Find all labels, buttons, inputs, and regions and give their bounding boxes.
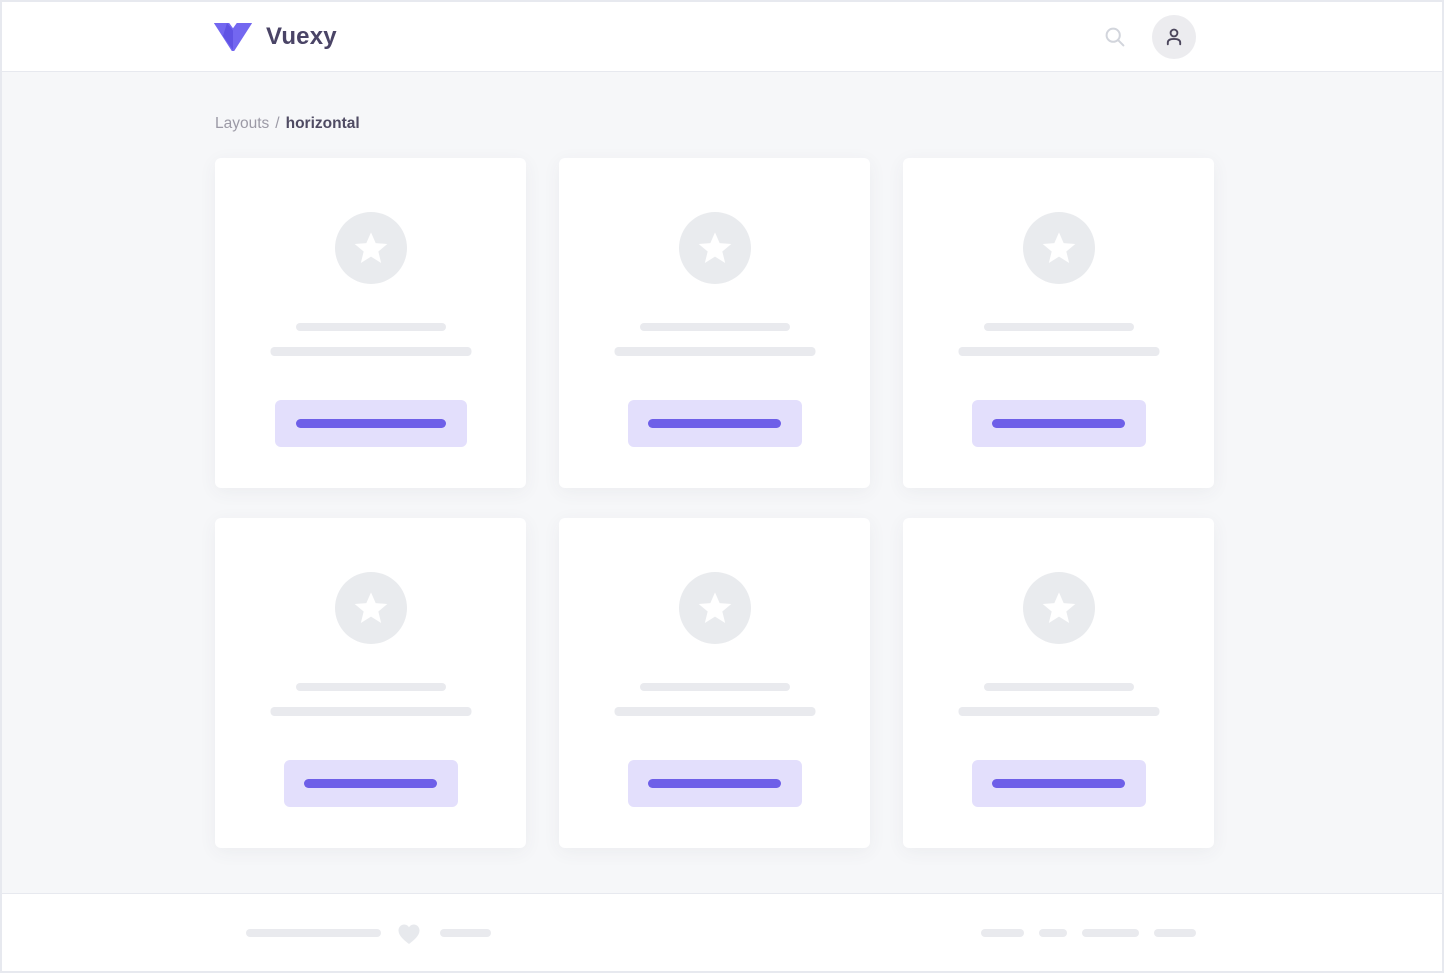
- star-icon: [698, 592, 731, 623]
- skeleton-text-line: [295, 683, 446, 691]
- button-label-skeleton: [992, 419, 1125, 428]
- app-header: Vuexy: [2, 2, 1442, 72]
- star-circle: [678, 572, 751, 644]
- star-circle: [334, 212, 407, 284]
- footer-skeleton-pill: [1154, 928, 1196, 937]
- footer-skeleton-line: [246, 928, 381, 937]
- footer-skeleton-pill: [981, 928, 1024, 937]
- placeholder-card: [903, 158, 1214, 488]
- star-circle: [334, 572, 407, 644]
- placeholder-card: [215, 518, 526, 848]
- star-circle: [1022, 212, 1095, 284]
- person-icon: [1166, 28, 1182, 45]
- skeleton-text-line: [958, 707, 1159, 716]
- placeholder-card: [903, 518, 1214, 848]
- star-icon: [698, 232, 731, 263]
- button-label-skeleton: [648, 779, 781, 788]
- skeleton-text-line: [983, 323, 1134, 331]
- heart-icon: [398, 924, 420, 944]
- user-avatar-button[interactable]: [1152, 14, 1196, 59]
- skeleton-text-line: [295, 323, 446, 331]
- placeholder-card: [559, 518, 870, 848]
- breadcrumb-separator: /: [275, 115, 280, 132]
- brand-title: Vuexy: [266, 22, 337, 50]
- skeleton-text-line: [270, 707, 471, 716]
- content-area: Layouts / horizontal: [2, 72, 1442, 893]
- breadcrumb-section-layouts[interactable]: Layouts: [215, 115, 270, 132]
- button-placeholder[interactable]: [283, 760, 458, 807]
- star-icon: [354, 232, 387, 263]
- star-circle: [1022, 572, 1095, 644]
- skeleton-text-line: [639, 683, 790, 691]
- header-actions: [1103, 14, 1196, 59]
- button-label-skeleton: [992, 779, 1125, 788]
- skeleton-text-line: [614, 347, 815, 356]
- placeholder-card: [215, 158, 526, 488]
- app-footer: [2, 893, 1442, 971]
- vuexy-logo-icon: [214, 22, 252, 51]
- star-icon: [1042, 592, 1075, 623]
- breadcrumb-current-page: horizontal: [285, 115, 360, 132]
- brand-home-link[interactable]: Vuexy: [213, 22, 337, 51]
- button-placeholder[interactable]: [971, 760, 1146, 807]
- button-label-skeleton: [648, 419, 781, 428]
- button-placeholder[interactable]: [627, 760, 802, 807]
- placeholder-card: [559, 158, 870, 488]
- search-icon[interactable]: [1103, 25, 1127, 49]
- button-placeholder[interactable]: [627, 400, 802, 447]
- breadcrumb: Layouts / horizontal: [215, 115, 360, 133]
- star-circle: [678, 212, 751, 284]
- skeleton-text-line: [958, 347, 1159, 356]
- skeleton-text-line: [270, 347, 471, 356]
- placeholder-card-grid: [215, 158, 1214, 848]
- button-placeholder[interactable]: [971, 400, 1146, 447]
- footer-skeleton-pill: [1039, 928, 1067, 937]
- star-icon: [1042, 232, 1075, 263]
- button-placeholder[interactable]: [274, 400, 467, 447]
- skeleton-text-line: [614, 707, 815, 716]
- skeleton-text-line: [639, 323, 790, 331]
- footer-left-skeletons: [246, 894, 491, 971]
- button-label-skeleton: [304, 779, 437, 788]
- button-label-skeleton: [295, 419, 446, 428]
- skeleton-text-line: [983, 683, 1134, 691]
- footer-right-skeletons: [981, 894, 1196, 971]
- footer-skeleton-pill: [1082, 928, 1139, 937]
- star-icon: [354, 592, 387, 623]
- footer-skeleton-line: [440, 928, 491, 937]
